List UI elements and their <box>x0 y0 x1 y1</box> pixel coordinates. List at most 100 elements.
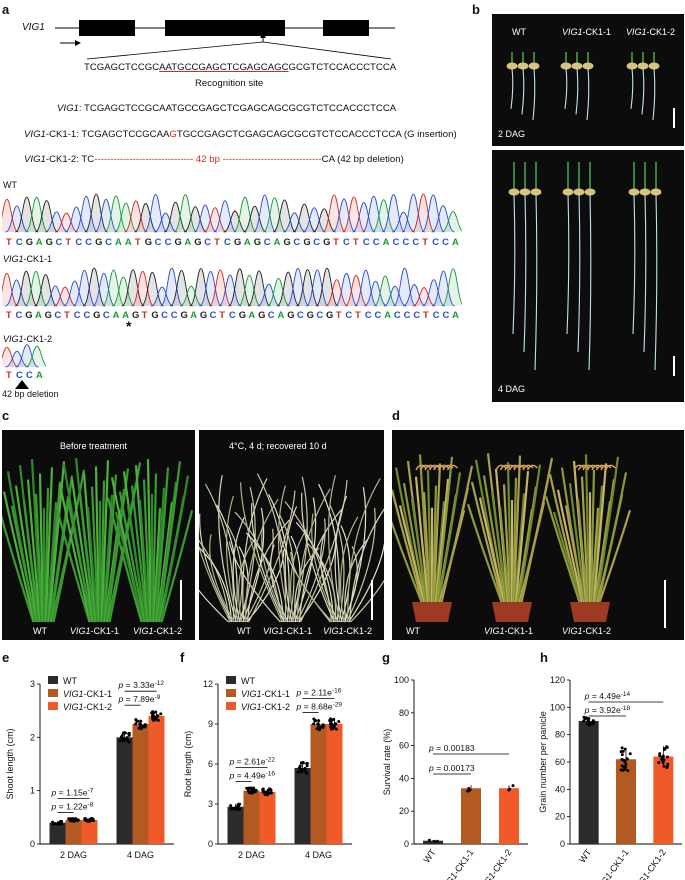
col-label-ck1: VIG1-CK1-1 <box>562 27 612 37</box>
plant-leaf <box>26 479 42 623</box>
panel-letter-e: e <box>2 650 10 665</box>
trace-peak <box>34 274 58 307</box>
y-tick-label: 100 <box>394 675 409 685</box>
trace-base: G <box>233 236 242 247</box>
trace-peak <box>173 194 198 233</box>
p-value-label: p = 2.61e-22 <box>229 756 276 766</box>
trace-peak <box>183 206 207 233</box>
y-axis-label: Root length (cm) <box>183 731 193 798</box>
trace-base: T <box>134 236 141 247</box>
trace-peak <box>25 196 49 233</box>
y-tick-label: 2 <box>30 732 35 742</box>
data-point <box>329 717 333 721</box>
trace-peak <box>403 284 426 307</box>
data-point <box>666 762 670 766</box>
data-point <box>71 817 75 821</box>
trace-peak <box>233 196 257 233</box>
trace-peak <box>203 207 227 233</box>
plant-leaf <box>435 456 454 603</box>
trace-base: C <box>54 309 62 320</box>
trace-base: G <box>306 309 314 320</box>
trace-base: T <box>355 309 361 320</box>
trace-base: C <box>73 309 81 320</box>
seedling-root <box>564 67 568 109</box>
seedling-root <box>654 193 658 371</box>
x-tick-label: VIG1-CK1-1 <box>594 847 630 880</box>
plant-leaf <box>564 505 586 603</box>
plant-leaf <box>506 462 513 603</box>
trace-peak <box>262 197 287 233</box>
plant-leaf <box>311 513 337 623</box>
deletion-triangle-icon <box>15 380 29 389</box>
trace-base: C <box>413 309 421 320</box>
trace-base: A <box>243 236 251 247</box>
data-point <box>156 718 160 722</box>
bar <box>132 724 149 844</box>
trace-peak <box>267 278 290 307</box>
deletion-label: 42 bp deletion <box>2 389 59 399</box>
plant-leaf <box>138 499 151 623</box>
plant-leaf <box>597 472 628 603</box>
mature-plants-photo: WT VIG1-CK1-1 VIG1-CK1-2 <box>392 430 684 640</box>
bar <box>578 721 599 844</box>
p-value-label: p = 1.15e-7 <box>51 787 94 797</box>
trace-base: A <box>277 309 285 320</box>
data-point <box>626 769 630 773</box>
data-point <box>236 803 240 807</box>
trace-peak <box>140 272 164 307</box>
data-point <box>312 722 316 726</box>
plant-leaf <box>100 460 110 623</box>
trace-base: C <box>432 309 440 320</box>
trace-peak <box>189 268 213 307</box>
trace-base: C <box>374 309 382 320</box>
trace-ck2-label: VIG1-CK1-2 <box>3 334 53 344</box>
scale-bar <box>673 108 675 128</box>
trace-base: C <box>267 309 275 320</box>
y-tick-label: 0 <box>208 839 213 849</box>
plant-leaf <box>49 475 74 623</box>
target-sequence: TCGAGCTCCGCAATGCCGAGCTCGAGCAGCGCGTCTCCAC… <box>84 62 397 73</box>
data-point <box>334 722 338 726</box>
seedling-root <box>521 67 525 115</box>
data-point <box>584 716 588 720</box>
plant-leaf <box>106 497 143 623</box>
data-point <box>625 757 629 761</box>
y-axis-label: Survival rate (%) <box>382 729 392 796</box>
plant-leaf <box>470 481 504 603</box>
data-point <box>126 739 130 743</box>
plant-leaf <box>580 476 590 603</box>
recognition-site-label: Recognition site <box>195 78 264 89</box>
plant-leaf <box>46 481 62 623</box>
y-tick-label: 100 <box>550 702 565 712</box>
seedling-root <box>575 67 579 115</box>
trace-base: G <box>25 236 34 247</box>
plant-leaf <box>347 478 381 623</box>
x-tick-label: 2 DAG <box>60 850 87 860</box>
plant-leaf <box>426 469 433 603</box>
plant-leaf <box>10 505 38 623</box>
panel-letter-h: h <box>540 650 548 665</box>
data-point <box>665 745 669 749</box>
trace-peak <box>143 193 168 233</box>
data-point <box>269 791 273 795</box>
trace-wt-label: WT <box>3 180 17 190</box>
plant-leaf <box>30 459 43 623</box>
lbl-ck1: VIG1-CK1-1 <box>484 626 534 636</box>
plant-leaf <box>284 506 298 623</box>
panicle-icon <box>428 464 441 471</box>
plants-before <box>2 457 194 623</box>
seedling-root <box>630 67 634 109</box>
x-tick-label: VIG1-CK1-2 <box>632 847 668 880</box>
bar <box>49 822 66 844</box>
seed-icon <box>560 62 572 70</box>
trace-base: T <box>422 236 429 247</box>
cold-photo-after: 4°C, 4 d; recovered 10 d WT VIG1-CK1-1 V… <box>199 430 384 640</box>
data-point <box>150 714 154 718</box>
trace-base: C <box>83 309 91 320</box>
seed-icon <box>528 62 540 70</box>
trace-base: C <box>170 309 178 320</box>
y-tick-label: 0 <box>404 839 409 849</box>
zoom-line-right <box>262 41 392 60</box>
plant-leaf <box>414 476 430 603</box>
trace-base: C <box>313 236 321 247</box>
